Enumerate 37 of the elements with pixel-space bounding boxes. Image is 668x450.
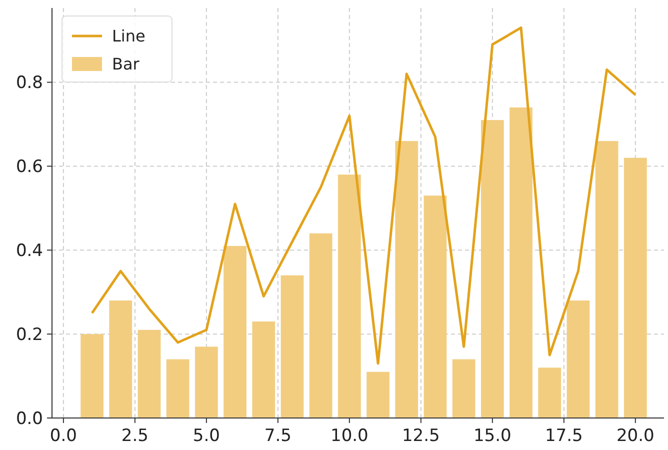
bar	[395, 141, 418, 418]
x-tick-label: 2.5	[121, 426, 148, 446]
bar	[452, 359, 476, 418]
x-tick-label: 10.0	[330, 426, 368, 446]
y-tick-label: 0.4	[16, 241, 43, 262]
bar	[166, 359, 190, 418]
y-tick-label: 0.2	[16, 325, 43, 346]
x-tick-label: 0.0	[50, 426, 77, 446]
x-tick-label: 20.0	[616, 426, 654, 446]
x-tick-label: 12.5	[402, 426, 440, 446]
bar	[280, 275, 304, 418]
legend-label: Line	[112, 26, 146, 46]
y-tick-label: 0.0	[16, 408, 43, 429]
bar	[138, 330, 161, 418]
bar	[510, 107, 532, 418]
bar	[224, 246, 246, 418]
x-tick-label: 7.5	[264, 426, 292, 446]
bar	[595, 141, 618, 418]
bar	[309, 233, 332, 418]
y-tick-label: 0.8	[16, 73, 43, 94]
x-tick-label: 15.0	[473, 426, 512, 446]
bar	[338, 174, 361, 418]
x-tick-label: 5.0	[192, 426, 220, 446]
bar	[480, 120, 504, 418]
bar	[80, 334, 104, 418]
bar	[252, 321, 276, 418]
bar	[566, 300, 590, 418]
bar	[194, 346, 218, 418]
bar	[424, 196, 447, 418]
legend-label: Bar	[112, 54, 140, 74]
bar	[624, 158, 647, 418]
line-series	[90, 26, 637, 365]
bar	[538, 368, 562, 418]
y-tick-label: 0.6	[16, 157, 43, 178]
bar	[109, 300, 132, 418]
x-tick-label: 17.5	[544, 426, 583, 446]
bar	[366, 372, 390, 418]
